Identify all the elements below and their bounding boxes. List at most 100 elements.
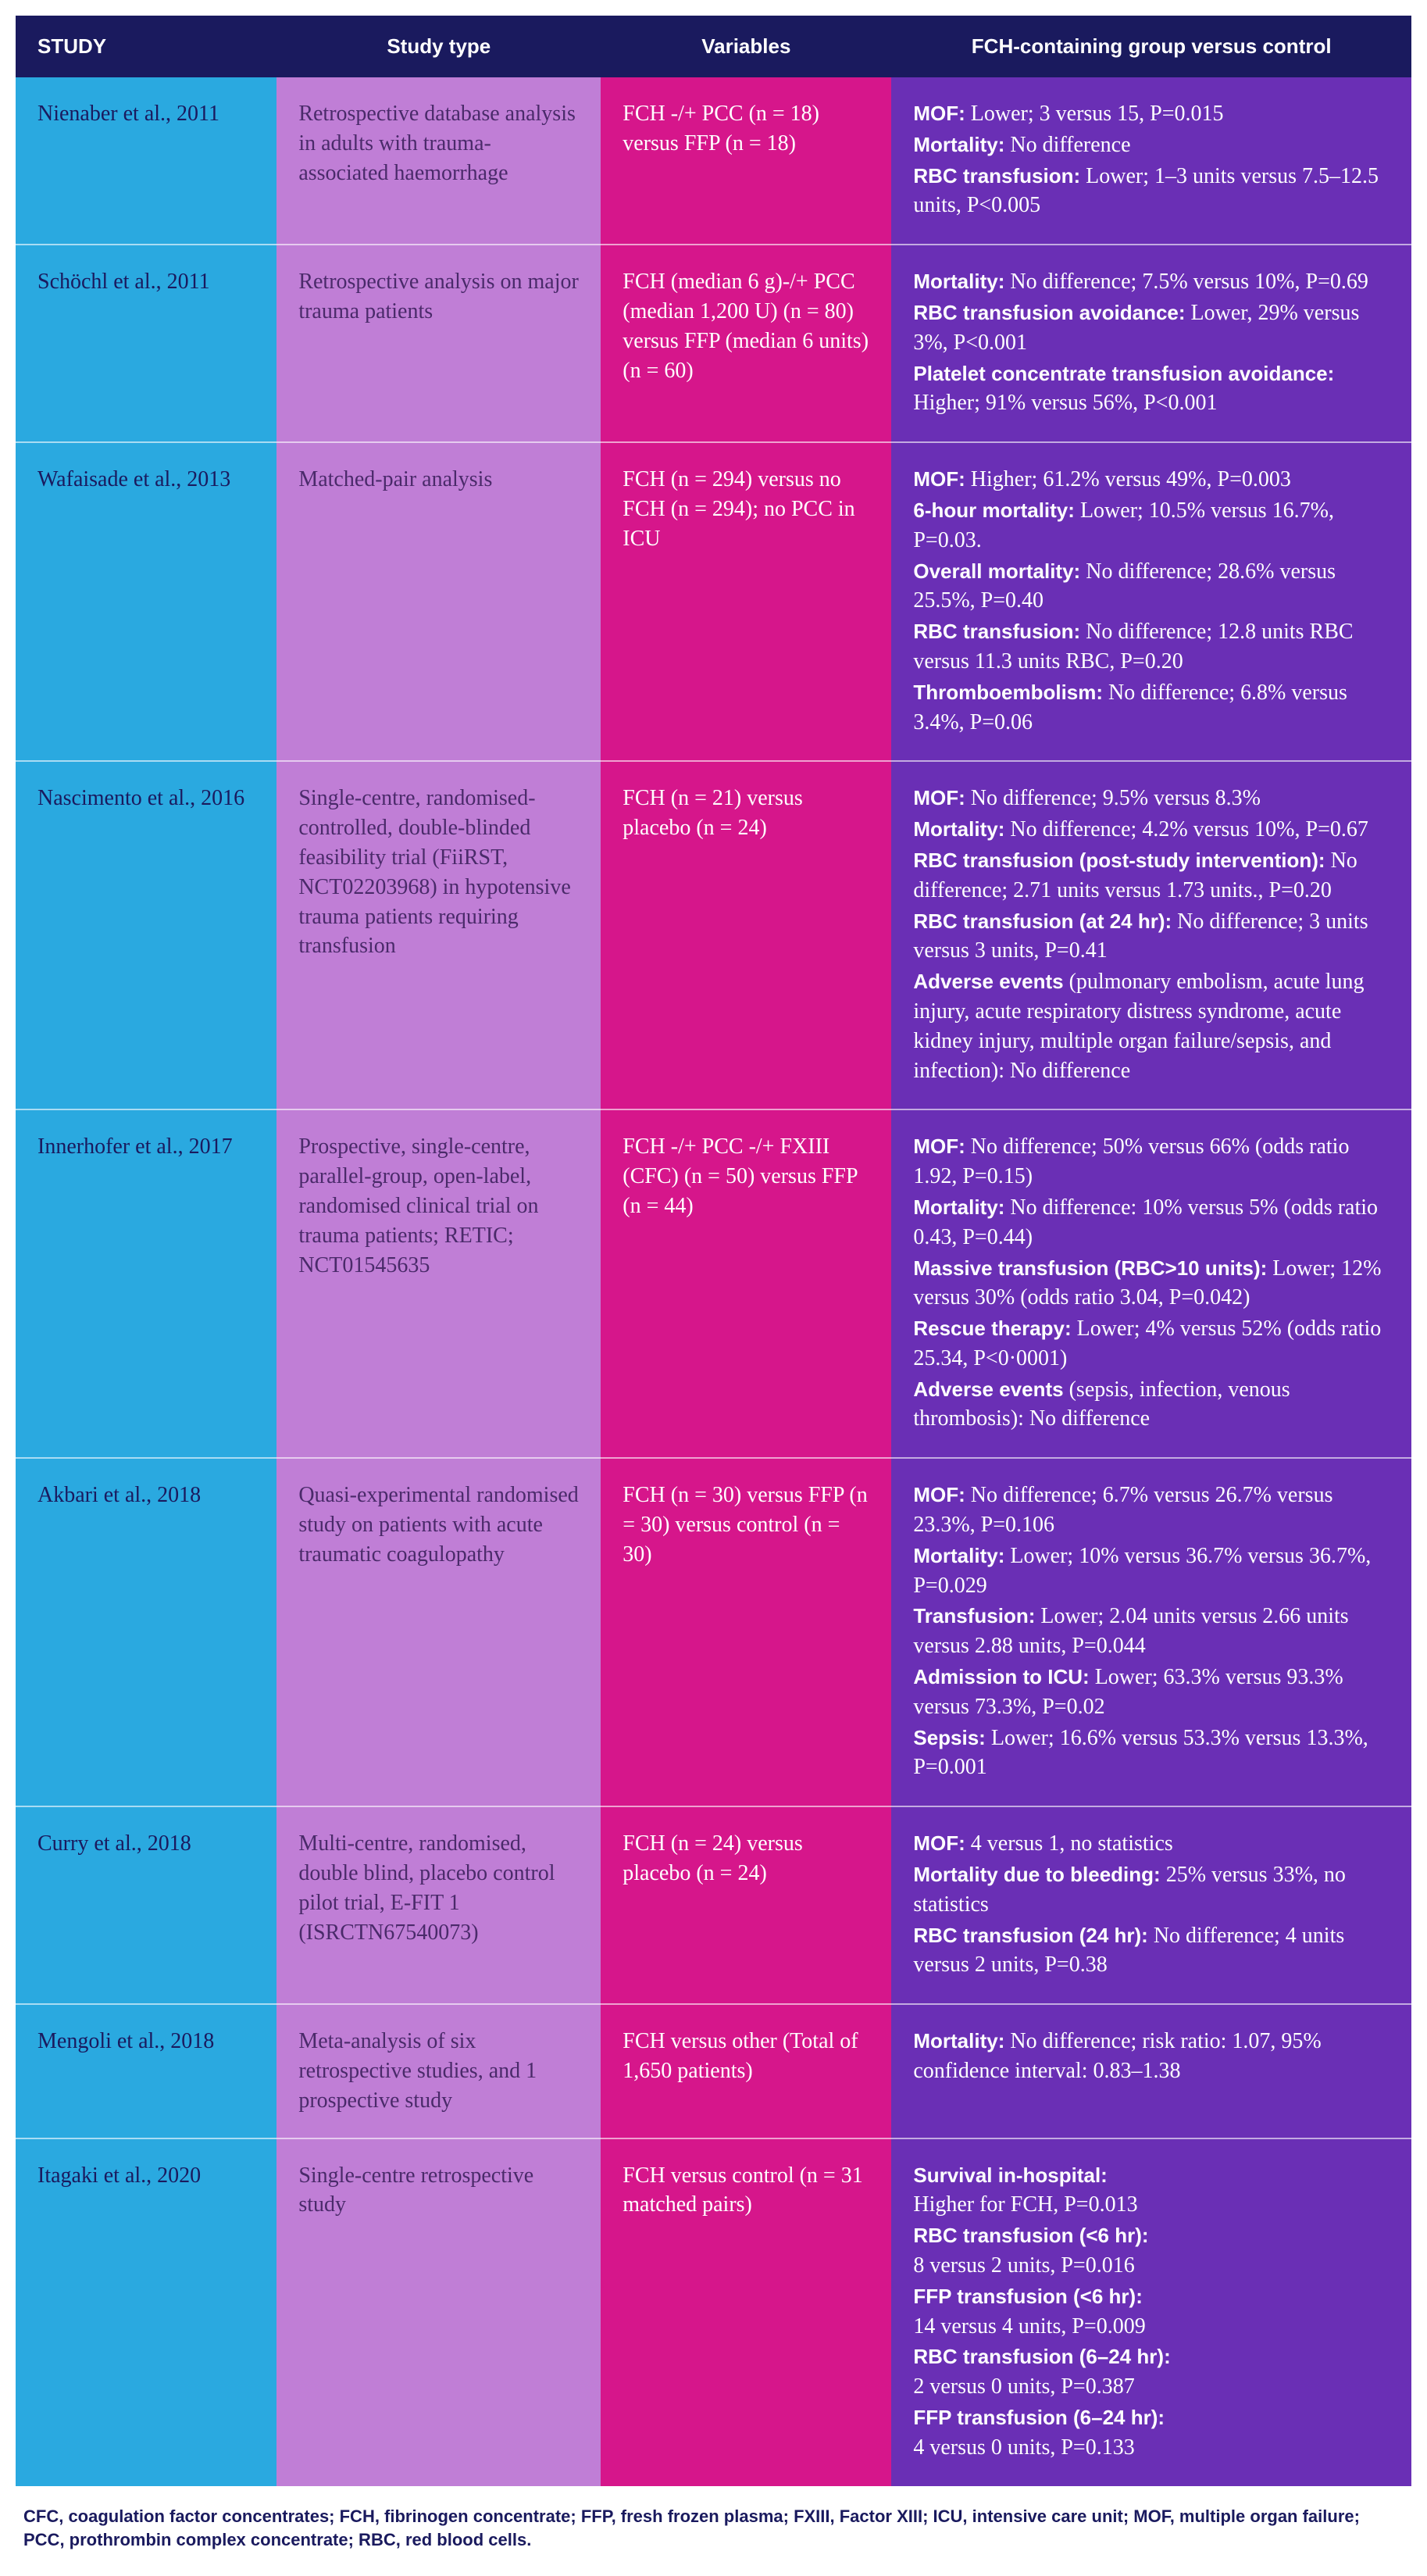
outcome-item: MOF: No difference; 6.7% versus 26.7% ve…: [913, 1481, 1390, 1540]
cell-variables: FCH (n = 30) versus FFP (n = 30) versus …: [601, 1458, 891, 1806]
outcome-item: Overall mortality: No difference; 28.6% …: [913, 557, 1390, 616]
outcome-label: FFP transfusion (6–24 hr):: [913, 2406, 1165, 2429]
cell-variables: FCH versus other (Total of 1,650 patient…: [601, 2004, 891, 2138]
outcome-label: MOF:: [913, 102, 965, 125]
outcome-label: RBC transfusion (24 hr):: [913, 1924, 1147, 1947]
outcome-item: Mortality: No difference; risk ratio: 1.…: [913, 2027, 1390, 2086]
cell-study: Curry et al., 2018: [16, 1806, 276, 2004]
outcome-label: RBC transfusion:: [913, 620, 1080, 643]
outcome-item: MOF: Lower; 3 versus 15, P=0.015: [913, 99, 1390, 129]
outcome-item: RBC transfusion: Lower; 1–3 units versus…: [913, 162, 1390, 221]
outcome-label: MOF:: [913, 1483, 965, 1506]
outcome-text: No difference: [1004, 133, 1130, 157]
cell-outcome: Mortality: No difference; risk ratio: 1.…: [891, 2004, 1411, 2138]
table-row: Itagaki et al., 2020Single-centre retros…: [16, 2138, 1411, 2486]
outcome-item: RBC transfusion (24 hr): No difference; …: [913, 1921, 1390, 1981]
outcome-label: Mortality:: [913, 817, 1004, 841]
cell-outcome: MOF: No difference; 9.5% versus 8.3%Mort…: [891, 761, 1411, 1109]
outcome-item: Mortality: No difference; 4.2% versus 10…: [913, 815, 1390, 845]
outcome-item: Thromboembolism: No difference; 6.8% ver…: [913, 678, 1390, 738]
outcome-label: Sepsis:: [913, 1726, 986, 1749]
outcome-label: Mortality:: [913, 1544, 1004, 1567]
cell-outcome: MOF: 4 versus 1, no statistics Mortality …: [891, 1806, 1411, 2004]
cell-study: Wafaisade et al., 2013: [16, 442, 276, 761]
table-row: Wafaisade et al., 2013Matched-pair analy…: [16, 442, 1411, 761]
cell-outcome: MOF: No difference; 6.7% versus 26.7% ve…: [891, 1458, 1411, 1806]
cell-study-type: Single-centre, randomised-controlled, do…: [276, 761, 601, 1109]
outcome-label: FFP transfusion (<6 hr):: [913, 2285, 1143, 2308]
outcome-item: Survival in-hospital:Higher for FCH, P=0…: [913, 2161, 1390, 2221]
outcome-item: Mortality: No difference; 7.5% versus 10…: [913, 267, 1390, 297]
outcome-label: RBC transfusion:: [913, 164, 1080, 188]
outcome-label: Mortality:: [913, 1195, 1004, 1219]
outcome-item: Mortality: No difference: 10% versus 5% …: [913, 1193, 1390, 1252]
cell-study-type: Meta-analysis of six retrospective studi…: [276, 2004, 601, 2138]
table-row: Akbari et al., 2018Quasi-experimental ra…: [16, 1458, 1411, 1806]
outcome-item: RBC transfusion: No difference; 12.8 uni…: [913, 617, 1390, 677]
outcome-item: Platelet concentrate transfusion avoidan…: [913, 359, 1390, 419]
cell-study: Schöchl et al., 2011: [16, 245, 276, 442]
outcome-label: RBC transfusion avoidance:: [913, 301, 1185, 324]
table-row: Curry et al., 2018Multi-centre, randomis…: [16, 1806, 1411, 2004]
outcome-item: RBC transfusion (6–24 hr): 2 versus 0 uni…: [913, 2342, 1390, 2402]
outcome-label: Platelet concentrate transfusion avoidan…: [913, 362, 1334, 385]
table-row: Mengoli et al., 2018Meta-analysis of six…: [16, 2004, 1411, 2138]
outcome-label: Transfusion:: [913, 1604, 1035, 1627]
outcome-item: RBC transfusion avoidance: Lower, 29% ve…: [913, 298, 1390, 358]
cell-study: Nascimento et al., 2016: [16, 761, 276, 1109]
outcome-text: 4 versus 0 units, P=0.133: [913, 2435, 1134, 2460]
outcome-text: 4 versus 1, no statistics: [965, 1831, 1173, 1856]
outcome-label: RBC transfusion (<6 hr):: [913, 2224, 1148, 2247]
table-body: Nienaber et al., 2011Retrospective datab…: [16, 77, 1411, 2486]
table-row: Nienaber et al., 2011Retrospective datab…: [16, 77, 1411, 245]
outcome-text: 8 versus 2 units, P=0.016: [913, 2253, 1134, 2278]
cell-study: Itagaki et al., 2020: [16, 2138, 276, 2486]
outcome-text: No difference; 50% versus 66% (odds rati…: [913, 1134, 1349, 1188]
cell-study: Innerhofer et al., 2017: [16, 1109, 276, 1458]
outcome-item: MOF: No difference; 50% versus 66% (odds…: [913, 1132, 1390, 1192]
table-row: Schöchl et al., 2011Retrospective analys…: [16, 245, 1411, 442]
cell-study-type: Quasi-experimental randomised study on p…: [276, 1458, 601, 1806]
outcome-item: Mortality: No difference: [913, 130, 1390, 160]
cell-outcome: MOF: No difference; 50% versus 66% (odds…: [891, 1109, 1411, 1458]
outcome-label: Admission to ICU:: [913, 1665, 1089, 1688]
outcome-text: 2 versus 0 units, P=0.387: [913, 2374, 1134, 2399]
table-row: Nascimento et al., 2016Single-centre, ra…: [16, 761, 1411, 1109]
outcome-label: Mortality due to bleeding:: [913, 1863, 1160, 1886]
cell-variables: FCH (n = 24) versus placebo (n = 24): [601, 1806, 891, 2004]
outcome-text: No difference; 6.7% versus 26.7% versus …: [913, 1483, 1332, 1537]
outcome-label: 6-hour mortality:: [913, 498, 1075, 522]
cell-variables: FCH (n = 21) versus placebo (n = 24): [601, 761, 891, 1109]
outcome-item: Transfusion: Lower; 2.04 units versus 2.…: [913, 1602, 1390, 1661]
cell-study-type: Prospective, single-centre, parallel-gro…: [276, 1109, 601, 1458]
outcome-text: 14 versus 4 units, P=0.009: [913, 2314, 1145, 2338]
outcome-label: MOF:: [913, 1831, 965, 1855]
outcome-item: Rescue therapy: Lower; 4% versus 52% (od…: [913, 1314, 1390, 1374]
outcome-text: Higher; 91% versus 56%, P<0.001: [913, 391, 1217, 415]
outcome-text: Higher for FCH, P=0.013: [913, 2192, 1137, 2217]
outcome-item: RBC transfusion (post-study intervention…: [913, 846, 1390, 906]
outcome-text: No difference; 7.5% versus 10%, P=0.69: [1004, 270, 1368, 294]
outcome-label: MOF:: [913, 467, 965, 491]
outcome-label: Adverse events: [913, 1377, 1063, 1401]
cell-variables: FCH (median 6 g)-/+ PCC (median 1,200 U)…: [601, 245, 891, 442]
outcome-label: Overall mortality:: [913, 559, 1080, 583]
cell-variables: FCH (n = 294) versus no FCH (n = 294); n…: [601, 442, 891, 761]
outcome-item: FFP transfusion (<6 hr): 14 versus 4 unit…: [913, 2282, 1390, 2342]
outcome-item: MOF: Higher; 61.2% versus 49%, P=0.003: [913, 465, 1390, 495]
cell-variables: FCH versus control (n = 31 matched pairs…: [601, 2138, 891, 2486]
outcome-label: Mortality:: [913, 133, 1004, 156]
outcome-item: Massive transfusion (RBC>10 units): Lowe…: [913, 1254, 1390, 1313]
cell-study: Nienaber et al., 2011: [16, 77, 276, 245]
outcome-label: Adverse events: [913, 970, 1063, 993]
outcome-label: RBC transfusion (at 24 hr):: [913, 909, 1172, 933]
outcome-label: Rescue therapy:: [913, 1317, 1071, 1340]
outcome-item: MOF: No difference; 9.5% versus 8.3%: [913, 784, 1390, 813]
outcome-label: Mortality:: [913, 270, 1004, 293]
header-study: STUDY: [16, 16, 276, 77]
outcome-label: Mortality:: [913, 2029, 1004, 2053]
outcome-label: RBC transfusion (6–24 hr):: [913, 2345, 1170, 2368]
header-vars: Variables: [601, 16, 891, 77]
table-row: Innerhofer et al., 2017Prospective, sing…: [16, 1109, 1411, 1458]
cell-outcome: Survival in-hospital:Higher for FCH, P=0…: [891, 2138, 1411, 2486]
